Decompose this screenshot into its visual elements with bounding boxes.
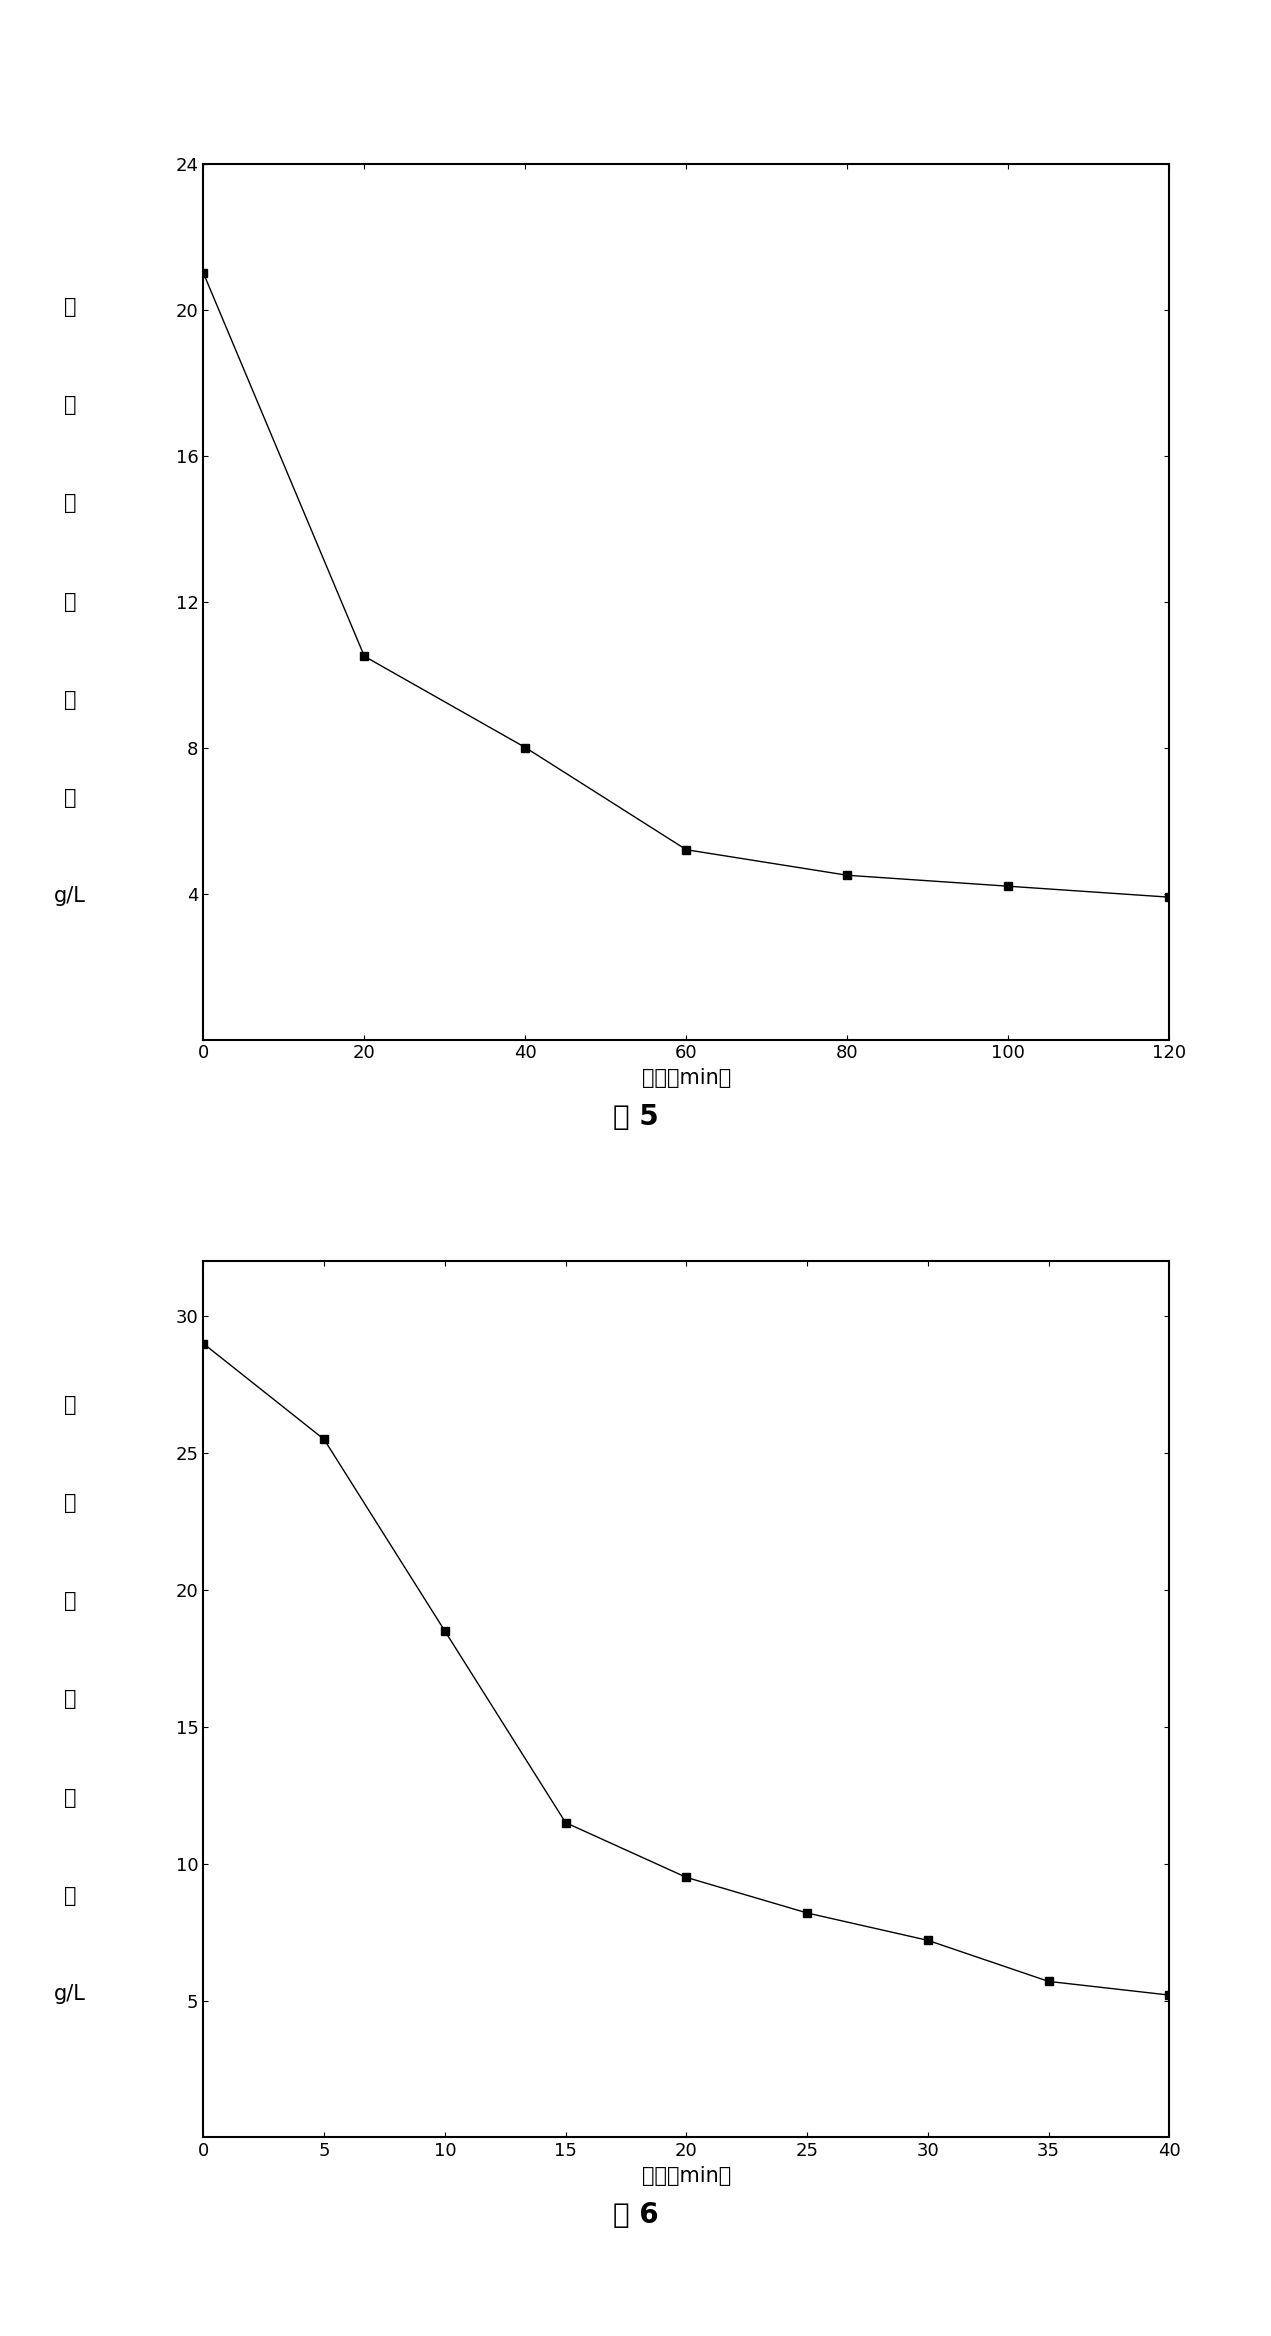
X-axis label: 时间（min）: 时间（min） bbox=[642, 1068, 731, 1089]
Text: 氢: 氢 bbox=[64, 1591, 76, 1612]
Text: 氢: 氢 bbox=[64, 493, 76, 514]
Text: 图 6: 图 6 bbox=[613, 2201, 658, 2229]
Text: 镁: 镁 bbox=[64, 1689, 76, 1710]
Text: 含: 含 bbox=[64, 689, 76, 710]
Text: g/L: g/L bbox=[53, 885, 86, 906]
Text: 酸: 酸 bbox=[64, 395, 76, 416]
Text: g/L: g/L bbox=[53, 1983, 86, 2004]
Text: 量: 量 bbox=[64, 1885, 76, 1906]
X-axis label: 时间（min）: 时间（min） bbox=[642, 2165, 731, 2186]
Text: 含: 含 bbox=[64, 1787, 76, 1808]
Text: 碳: 碳 bbox=[64, 1395, 76, 1416]
Text: 镁: 镁 bbox=[64, 591, 76, 612]
Text: 量: 量 bbox=[64, 787, 76, 808]
Text: 图 5: 图 5 bbox=[613, 1103, 658, 1131]
Text: 酸: 酸 bbox=[64, 1493, 76, 1514]
Text: 碳: 碳 bbox=[64, 297, 76, 318]
